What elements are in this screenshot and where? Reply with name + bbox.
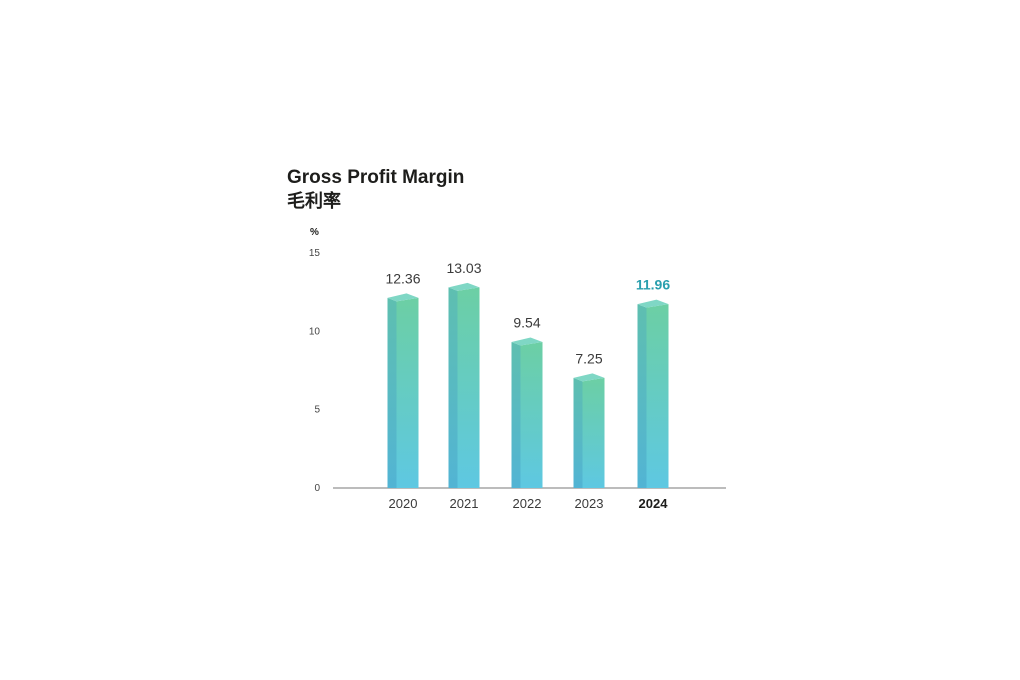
bar-side-face [448, 287, 458, 488]
bar-side-face [511, 342, 521, 488]
bar-front-face [396, 297, 419, 488]
bar-front-face [582, 377, 605, 488]
value-label-2022: 9.54 [513, 315, 540, 331]
category-label-2021: 2021 [450, 496, 479, 511]
bar-side-face [637, 304, 647, 488]
bar-2020 [387, 293, 419, 488]
bar-top-cap [387, 293, 419, 302]
bar-front-face [457, 287, 480, 488]
category-label-2022: 2022 [513, 496, 542, 511]
y-tick-label: 0 [314, 483, 320, 494]
bar-2021 [448, 282, 480, 488]
bar-2022 [511, 337, 543, 488]
bar-top-cap [573, 373, 605, 382]
bar-top-cap [637, 299, 669, 308]
category-label-2024: 2024 [639, 496, 669, 511]
bar-2023 [573, 373, 605, 488]
y-tick-label: 5 [314, 405, 320, 416]
chart-title: Gross Profit Margin [287, 167, 465, 188]
bar-2024 [637, 299, 669, 488]
chart-subtitle: 毛利率 [287, 191, 341, 211]
category-label-2020: 2020 [389, 496, 418, 511]
bar-front-face [646, 304, 669, 488]
y-tick-label: 10 [309, 326, 321, 337]
y-axis-unit-label: % [310, 227, 319, 238]
bar-front-face [520, 342, 543, 488]
bar-side-face [387, 297, 397, 488]
value-label-2024: 11.96 [636, 277, 670, 293]
bar-top-cap [511, 337, 543, 346]
bar-top-cap [448, 282, 480, 291]
bar-side-face [573, 377, 583, 488]
value-label-2023: 7.25 [575, 350, 602, 366]
value-label-2020: 12.36 [385, 270, 420, 286]
value-label-2021: 13.03 [446, 260, 481, 276]
y-tick-label: 15 [309, 248, 321, 259]
category-label-2023: 2023 [575, 496, 604, 511]
